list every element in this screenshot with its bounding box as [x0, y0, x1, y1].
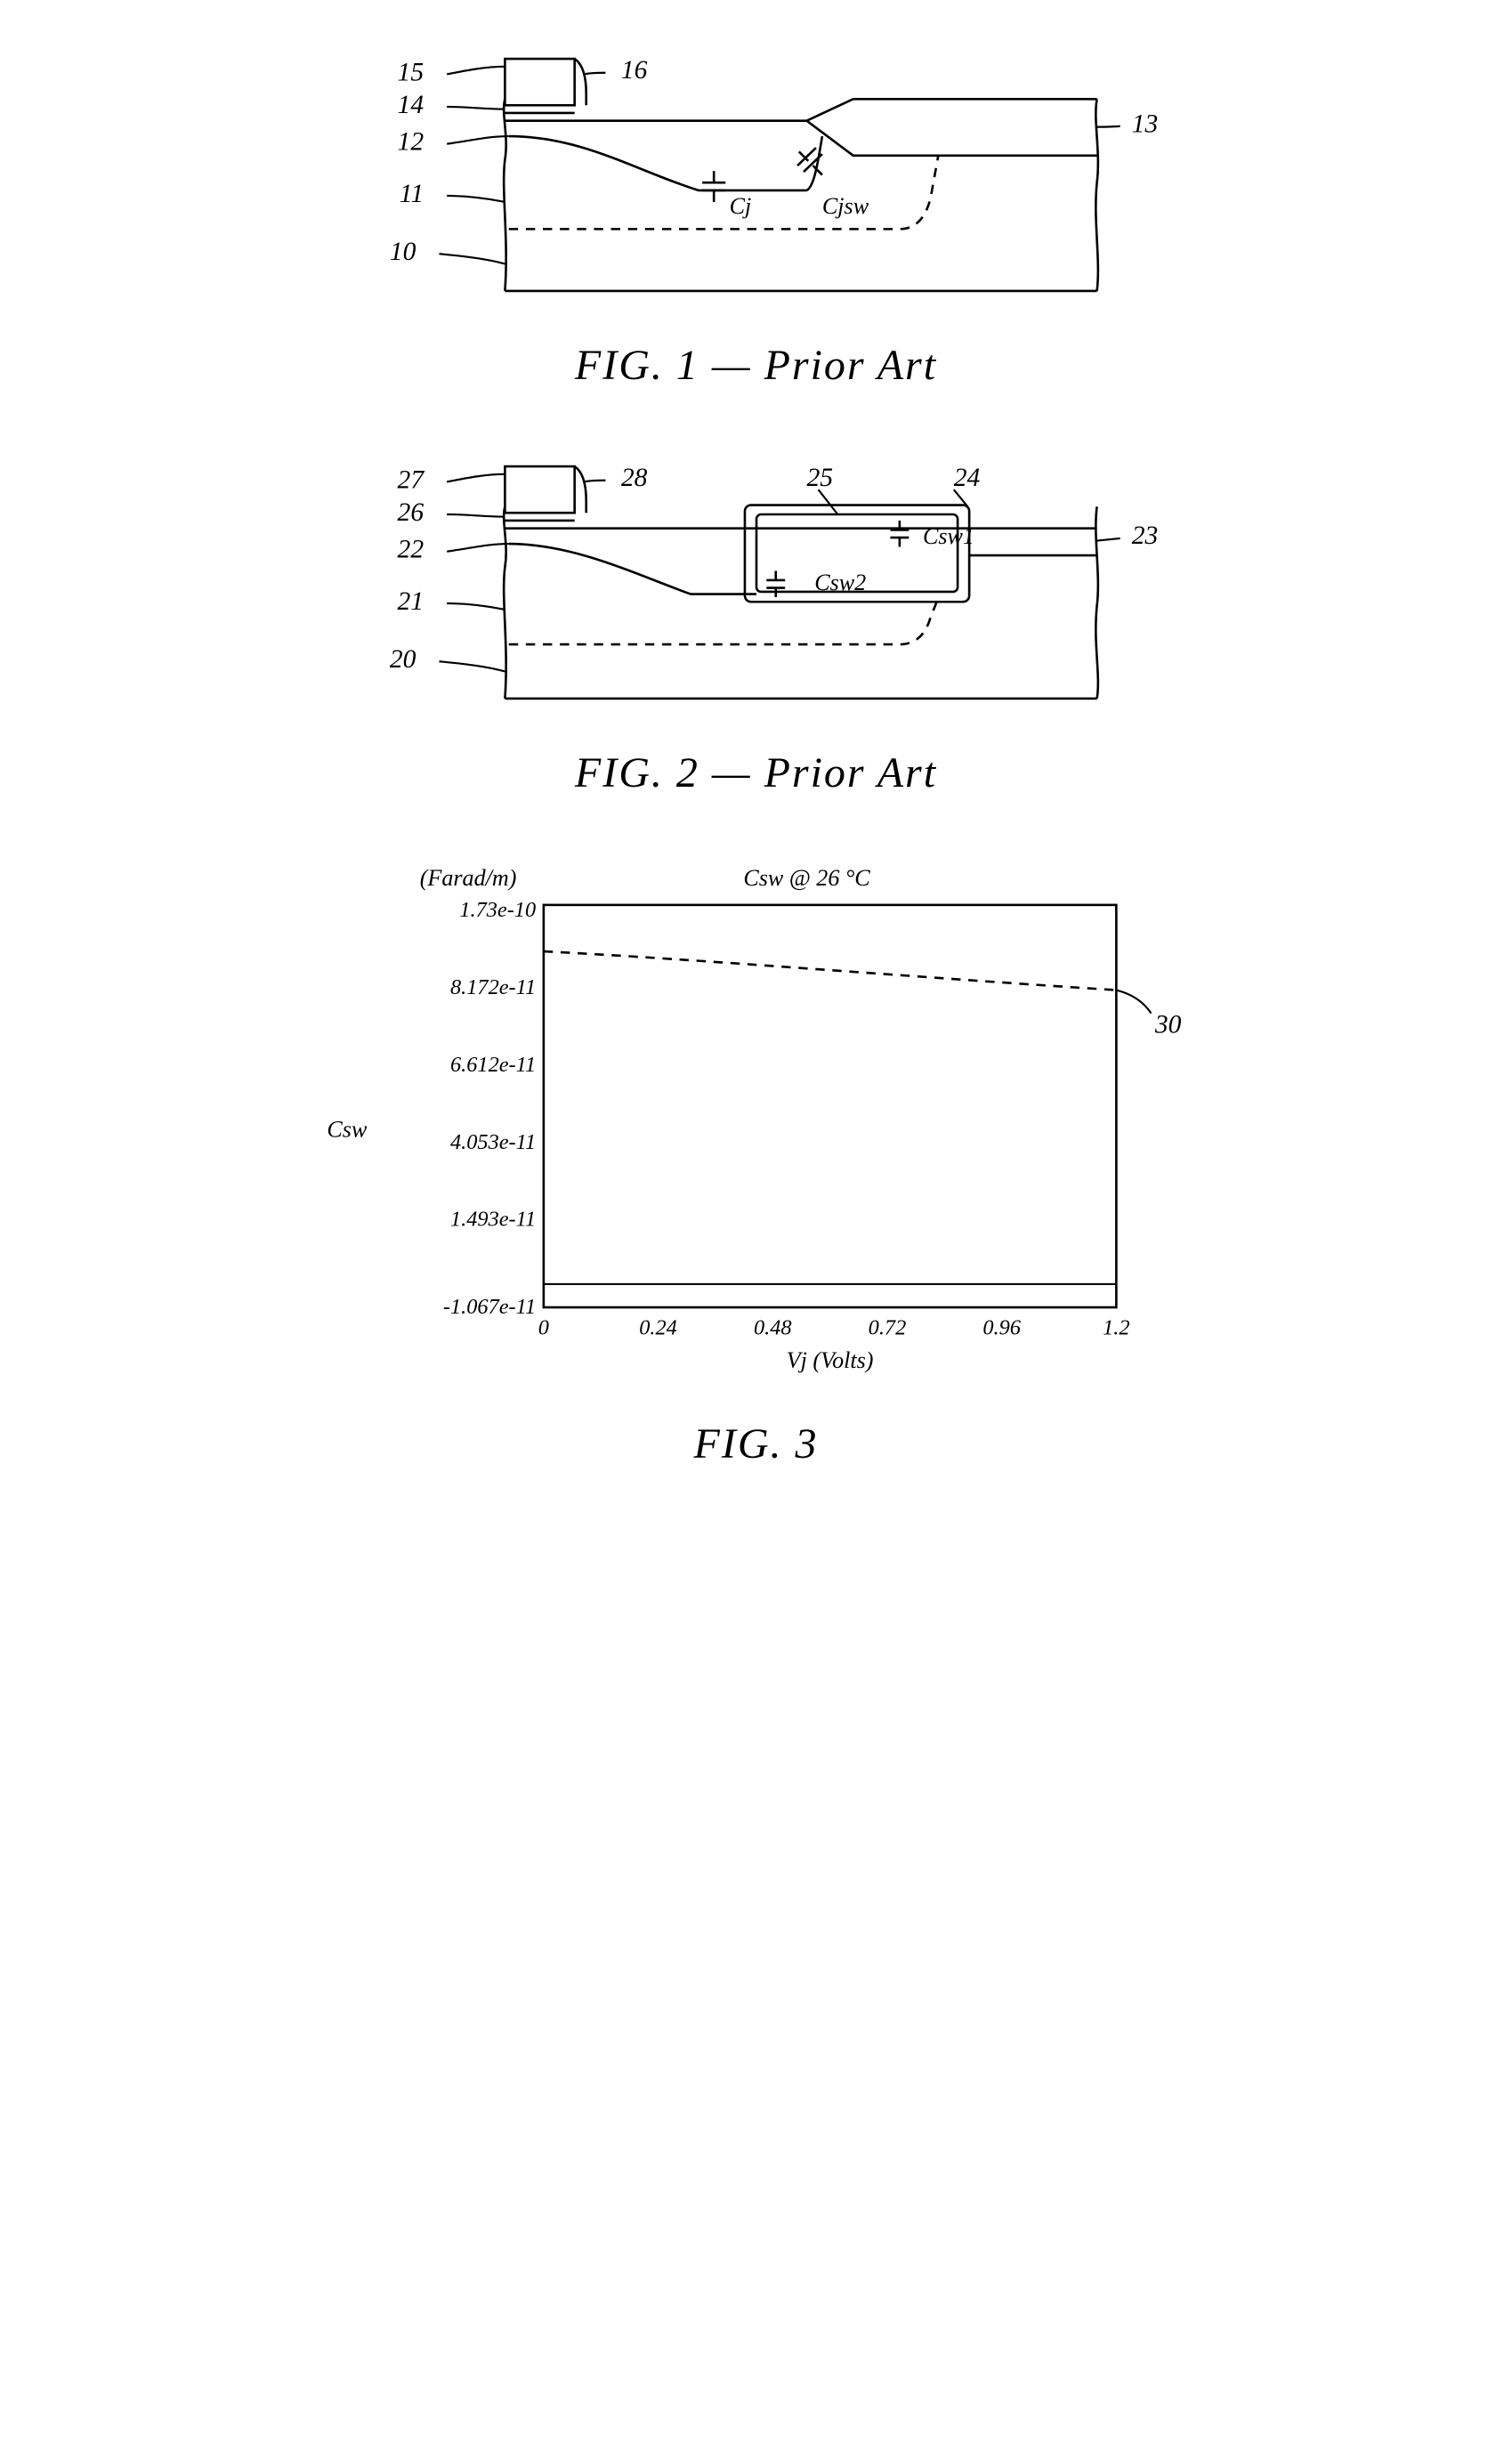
ref-26: 26: [397, 498, 424, 527]
x-ticks: 0 0.24 0.48 0.72 0.96 1.2: [538, 1316, 1129, 1340]
xtick-3: 0.72: [868, 1316, 906, 1340]
ref-13: 13: [1131, 110, 1158, 139]
x-axis-label: Vj (Volts): [786, 1347, 873, 1373]
ref-20: 20: [389, 645, 416, 674]
cap-cjsw: Cjsw: [821, 193, 869, 219]
xtick-2: 0.48: [753, 1316, 791, 1340]
xtick-4: 0.96: [982, 1316, 1021, 1340]
xtick-5: 1.2: [1103, 1316, 1129, 1340]
ref-25: 25: [806, 464, 833, 492]
ref-11: 11: [399, 180, 423, 208]
ytick-2: 6.612e-11: [450, 1053, 536, 1077]
ref-21: 21: [397, 587, 424, 616]
chart-title: Csw @ 26 °C: [743, 865, 870, 891]
fig3-caption: FIG. 3: [222, 1419, 1290, 1468]
ref-14: 14: [397, 91, 424, 119]
y-unit: (Farad/m): [419, 865, 516, 891]
ref-23: 23: [1131, 522, 1158, 550]
ref-27: 27: [397, 465, 424, 494]
ref-28: 28: [620, 464, 647, 492]
figure-1: 15 14 12 11 10 16 13 Cj Cjsw FIG. 1 — Pr…: [222, 36, 1290, 390]
xtick-1: 0.24: [639, 1316, 677, 1340]
fig1-caption: FIG. 1 — Prior Art: [222, 341, 1290, 390]
ref-10: 10: [389, 238, 416, 266]
ref-22: 22: [397, 536, 424, 564]
ytick-0: 1.73e-10: [459, 898, 536, 922]
cap-csw2: Csw2: [814, 570, 866, 595]
ref-16: 16: [620, 56, 647, 85]
cap-cj: Cj: [729, 193, 751, 219]
ytick-5: -1.067e-11: [442, 1295, 535, 1319]
figure-2: 27 26 22 21 20 28 25 24 23 Csw1 Csw2 FIG…: [222, 443, 1290, 797]
curve-30: [543, 951, 1115, 990]
cap-csw1: Csw1: [922, 523, 974, 549]
ytick-3: 4.053e-11: [450, 1130, 536, 1154]
ytick-1: 8.172e-11: [450, 975, 536, 999]
ref-15: 15: [397, 58, 424, 86]
fig2-svg: 27 26 22 21 20 28 25 24 23 Csw1 Csw2: [311, 443, 1201, 722]
plot-frame: [543, 905, 1115, 1307]
ref-30: 30: [1153, 1010, 1181, 1039]
fig1-svg: 15 14 12 11 10 16 13 Cj Cjsw: [311, 36, 1201, 314]
xtick-0: 0: [538, 1316, 548, 1340]
y-axis-label: Csw: [327, 1117, 368, 1143]
figure-3: Csw @ 26 °C (Farad/m) Csw 1.73e-10 8.172…: [222, 851, 1290, 1468]
y-ticks: 1.73e-10 8.172e-11 6.612e-11 4.053e-11 1…: [442, 898, 535, 1319]
fig3-svg: Csw @ 26 °C (Farad/m) Csw 1.73e-10 8.172…: [311, 851, 1201, 1393]
ref-24: 24: [953, 464, 980, 492]
ytick-4: 1.493e-11: [450, 1208, 536, 1232]
fig2-caption: FIG. 2 — Prior Art: [222, 748, 1290, 797]
leader-30: [1116, 990, 1151, 1014]
ref-12: 12: [397, 128, 424, 157]
